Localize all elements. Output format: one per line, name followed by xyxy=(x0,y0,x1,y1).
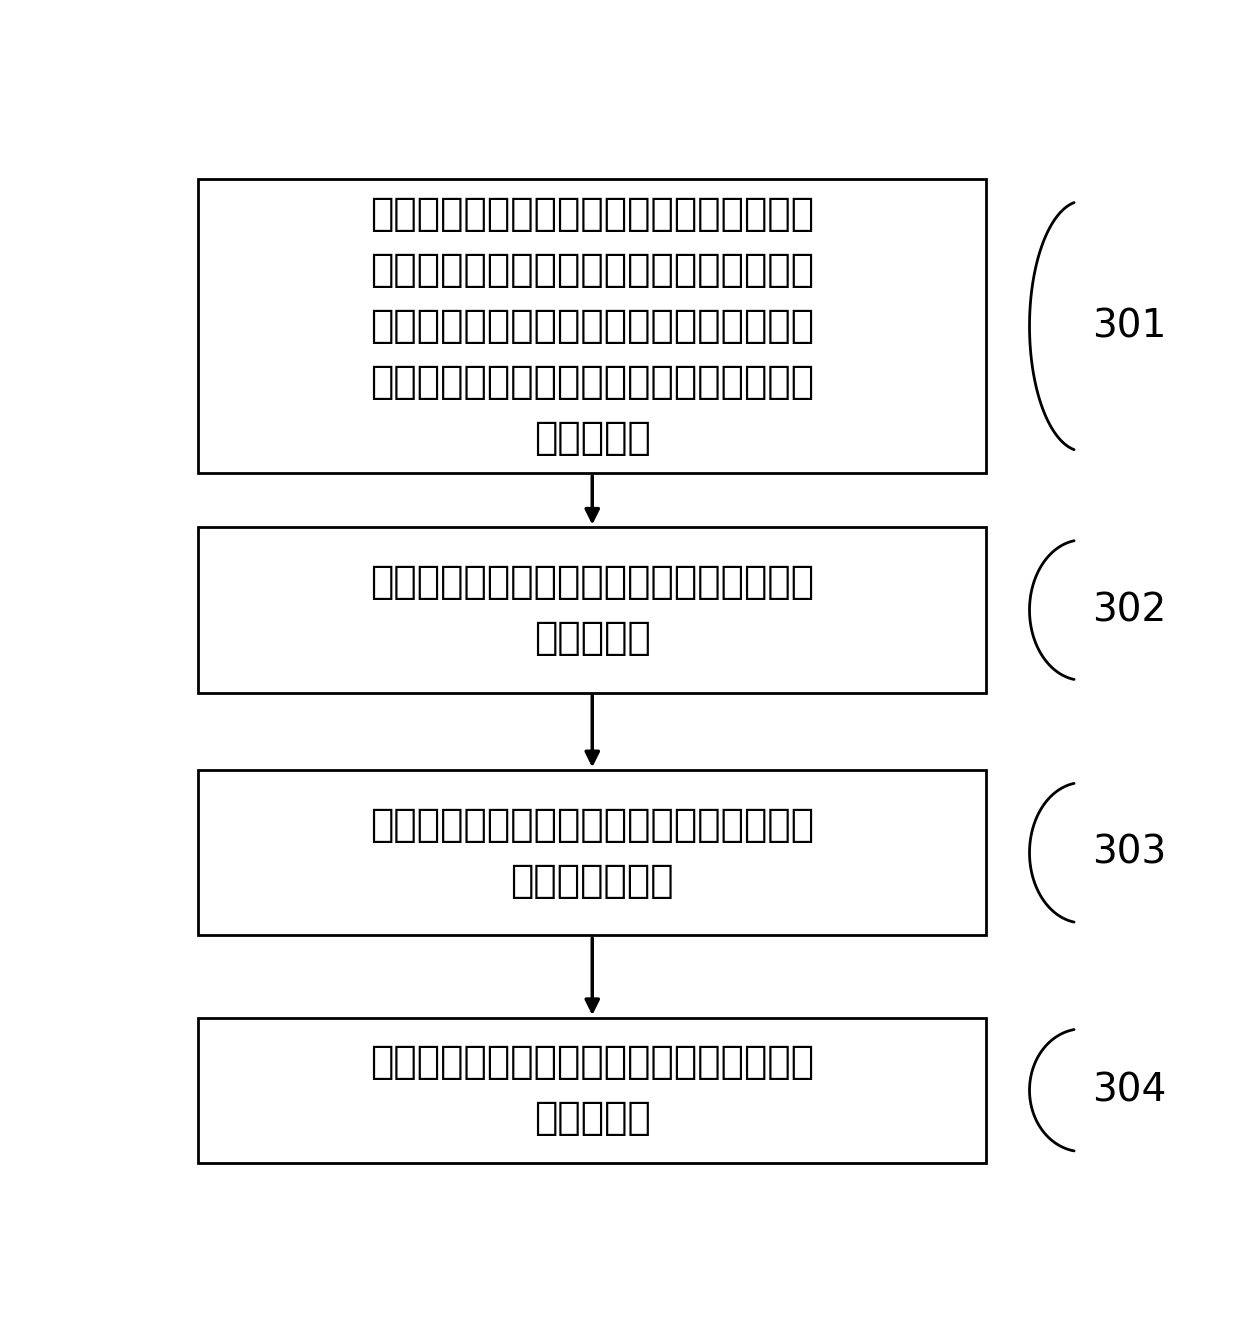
Text: 304: 304 xyxy=(1092,1071,1167,1109)
Bar xyxy=(198,178,986,473)
Bar xyxy=(198,1018,986,1163)
Text: 对所述第一薄膜晶体管的至少一层绝缘层进
行开孔处理: 对所述第一薄膜晶体管的至少一层绝缘层进 行开孔处理 xyxy=(371,563,815,657)
Text: 对所述第一薄膜晶体管及所述第二薄膜晶体
管进行补氢处理: 对所述第一薄膜晶体管及所述第二薄膜晶体 管进行补氢处理 xyxy=(371,806,815,900)
Text: 302: 302 xyxy=(1092,591,1167,629)
Text: 301: 301 xyxy=(1092,307,1167,345)
Bar xyxy=(198,770,986,936)
Text: 303: 303 xyxy=(1092,834,1167,872)
Text: 对所述第二薄膜晶体管的至少一层绝缘层进
行开孔处理: 对所述第二薄膜晶体管的至少一层绝缘层进 行开孔处理 xyxy=(371,1043,815,1137)
Text: 提供一衬底基板，并在所述衬底基板上形成
多个像素结构，其中，每个像素结构中包括
由栅极、有源层、源极、漏极及至少一层绝
缘层形成的第一薄膜晶体管和至少一个第二
: 提供一衬底基板，并在所述衬底基板上形成 多个像素结构，其中，每个像素结构中包括 … xyxy=(371,196,815,457)
Bar xyxy=(198,527,986,693)
